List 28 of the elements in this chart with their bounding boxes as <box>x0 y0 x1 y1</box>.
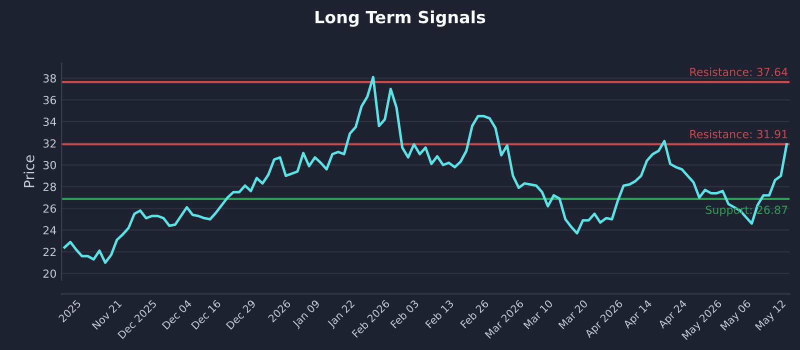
x-tick-label: Feb 26 <box>460 299 490 328</box>
x-tick-label: Dec 16 <box>190 299 222 330</box>
y-tick-label: 32 <box>43 139 56 148</box>
x-tick-label: Mar 20 <box>558 299 588 330</box>
y-tick-label: 34 <box>43 118 56 126</box>
x-tick-label: Jan 22 <box>326 300 356 330</box>
x-tick-label: Mar 10 <box>523 299 554 330</box>
x-tick-label: Dec 29 <box>226 299 256 330</box>
y-tick-label: 38 <box>43 74 56 83</box>
y-tick-label: 22 <box>43 248 56 256</box>
x-tick-label: Dec 04 <box>162 299 192 330</box>
x-tick-label: Jan 09 <box>292 299 322 330</box>
ref-line-label: Resistance: 31.91 <box>690 130 788 138</box>
x-tick-label: Apr 14 <box>622 299 654 330</box>
y-tick-label: 28 <box>43 182 56 192</box>
line-series <box>63 76 788 264</box>
x-tick-label: Nov 21 <box>92 300 122 330</box>
y-tick-label: 36 <box>43 96 56 104</box>
y-tick-label: 20 <box>43 269 56 278</box>
y-tick-label: 24 <box>43 226 56 234</box>
x-tick-label: Apr 24 <box>658 299 689 330</box>
x-tick-label: Feb 13 <box>424 299 454 328</box>
chart-title: Long Term Signals <box>316 10 486 27</box>
y-tick-label: 30 <box>43 160 56 170</box>
y-axis-title: Price <box>24 155 34 188</box>
x-tick-label: Feb 03 <box>390 299 420 328</box>
ref-line-label: Resistance: 37.64 <box>690 68 788 76</box>
y-tick-label: 26 <box>43 204 56 213</box>
